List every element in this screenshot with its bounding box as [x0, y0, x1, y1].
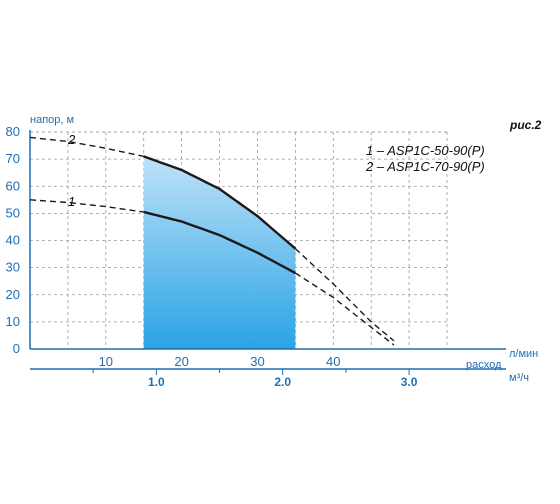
x-axis-label: расход [466, 359, 502, 371]
x-unit-primary: л/мин [509, 348, 538, 360]
y-tick-label: 40 [6, 233, 20, 248]
legend-entry-2: 2 – ASP1C-70-90(P) [365, 159, 485, 174]
y-axis-label: напор, м [30, 114, 74, 126]
x-tick-label: 30 [250, 354, 264, 369]
y-tick-label: 10 [6, 314, 20, 329]
x-tick-label: 20 [174, 354, 188, 369]
y-tick-label: 70 [6, 151, 20, 166]
curve-1 [143, 210, 296, 275]
x-tick-label-secondary: 2.0 [274, 375, 291, 389]
curve-label-1: 1 [68, 194, 75, 209]
x-unit-secondary: м³/ч [509, 372, 529, 384]
figure-label: рис.2 [509, 118, 542, 132]
axes [29, 130, 506, 375]
y-tick-label: 80 [6, 124, 20, 139]
x-tick-label: 40 [326, 354, 340, 369]
y-tick-label: 50 [6, 205, 20, 220]
curve-2 [143, 155, 297, 250]
y-tick-label: 20 [6, 287, 20, 302]
curves [29, 136, 395, 346]
curve-2-dashed-left [29, 136, 144, 158]
y-tick-label: 60 [6, 178, 20, 193]
curve-1-dashed-left [29, 199, 144, 213]
y-tick-label: 0 [13, 341, 20, 356]
curve-2-dashed-right [294, 248, 395, 342]
tick-labels: 0 10 20 30 40 50 60 70 80 10 20 30 40 1.0 2.0 3.0 [6, 124, 418, 389]
working-range-fill [143, 156, 296, 349]
x-tick-label-secondary: 1.0 [148, 375, 165, 389]
legend-entry-1: 1 – ASP1C-50-90(P) [366, 143, 485, 158]
curve-label-2: 2 [67, 132, 76, 147]
y-tick-label: 30 [6, 260, 20, 275]
curve-1-dashed-right [294, 272, 395, 346]
working-range [143, 156, 296, 349]
x-tick-label-secondary: 3.0 [401, 375, 418, 389]
x-tick-label: 10 [99, 354, 113, 369]
